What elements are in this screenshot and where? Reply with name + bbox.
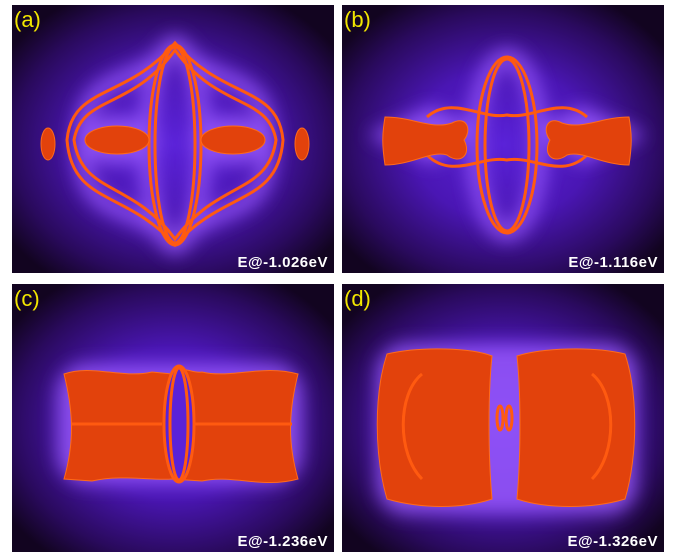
panel-label: (b) xyxy=(344,7,371,32)
energy-label: E@-1.026eV xyxy=(237,254,328,271)
panel-d: (d) E@-1.326eV xyxy=(342,284,664,552)
energy-label: E@-1.116eV xyxy=(568,254,658,271)
energy-label: E@-1.326eV xyxy=(567,533,658,550)
panel-label: (d) xyxy=(344,286,371,311)
panel-label: (c) xyxy=(14,286,40,311)
panel-label: (a) xyxy=(14,7,41,32)
energy-label: E@-1.236eV xyxy=(237,533,328,550)
panel-c: (c) E@-1.236eV xyxy=(12,284,334,552)
panel-b: (b) E@-1.116eV xyxy=(342,5,664,273)
panel-a: (a) E@-1.026eV xyxy=(12,5,334,273)
